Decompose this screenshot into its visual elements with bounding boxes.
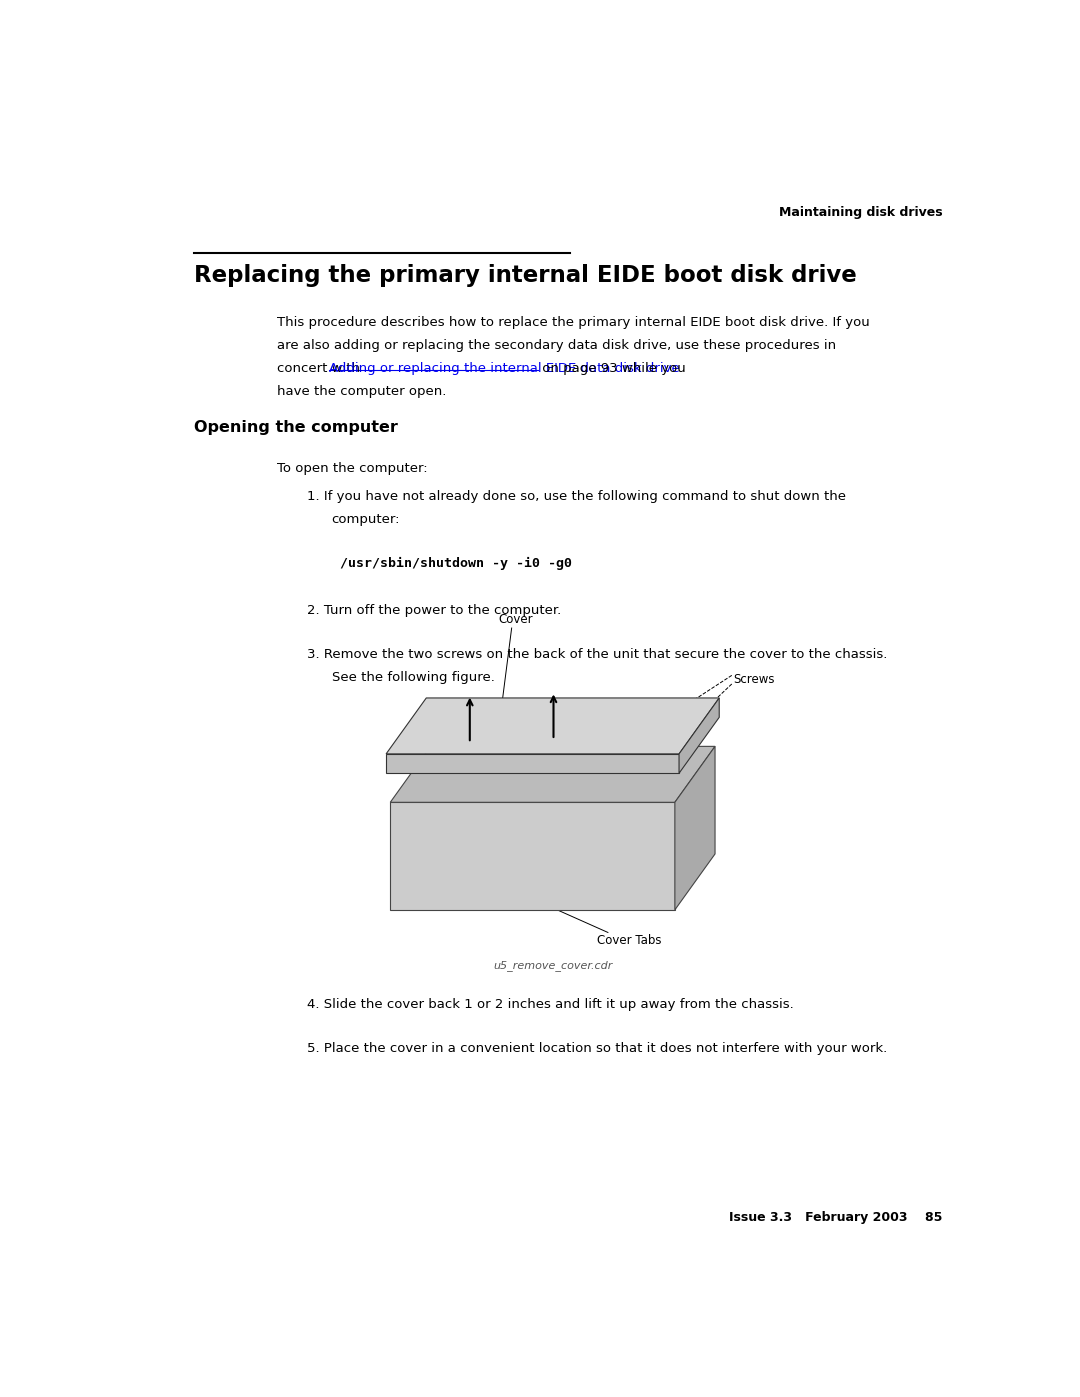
Text: /usr/sbin/shutdown -y -i0 -g0: /usr/sbin/shutdown -y -i0 -g0 xyxy=(340,557,572,570)
Text: are also adding or replacing the secondary data disk drive, use these procedures: are also adding or replacing the seconda… xyxy=(278,339,836,352)
Text: 4. Slide the cover back 1 or 2 inches and lift it up away from the chassis.: 4. Slide the cover back 1 or 2 inches an… xyxy=(307,997,794,1011)
Text: Screws: Screws xyxy=(733,673,775,686)
Polygon shape xyxy=(387,698,719,754)
Text: Adding or replacing the internal EIDE data disk drive: Adding or replacing the internal EIDE da… xyxy=(328,362,679,376)
Polygon shape xyxy=(679,698,719,774)
Text: To open the computer:: To open the computer: xyxy=(278,462,428,475)
Polygon shape xyxy=(387,754,679,774)
Text: Cover: Cover xyxy=(499,613,534,626)
Text: See the following figure.: See the following figure. xyxy=(332,671,495,683)
Text: This procedure describes how to replace the primary internal EIDE boot disk driv: This procedure describes how to replace … xyxy=(278,316,870,330)
Text: 2. Turn off the power to the computer.: 2. Turn off the power to the computer. xyxy=(307,604,561,616)
Polygon shape xyxy=(675,746,715,909)
Text: Issue 3.3   February 2003    85: Issue 3.3 February 2003 85 xyxy=(729,1211,943,1224)
Text: Maintaining disk drives: Maintaining disk drives xyxy=(779,207,943,219)
Text: Opening the computer: Opening the computer xyxy=(193,420,397,436)
Text: 1. If you have not already done so, use the following command to shut down the: 1. If you have not already done so, use … xyxy=(307,490,846,503)
Text: concert with: concert with xyxy=(278,362,365,376)
Text: 3. Remove the two screws on the back of the unit that secure the cover to the ch: 3. Remove the two screws on the back of … xyxy=(307,648,887,661)
Polygon shape xyxy=(390,802,675,909)
Text: Cover Tabs: Cover Tabs xyxy=(596,933,661,947)
Text: Replacing the primary internal EIDE boot disk drive: Replacing the primary internal EIDE boot… xyxy=(193,264,856,288)
Polygon shape xyxy=(390,746,715,802)
Text: 5. Place the cover in a convenient location so that it does not interfere with y: 5. Place the cover in a convenient locat… xyxy=(307,1042,887,1055)
Text: on page 93 while you: on page 93 while you xyxy=(538,362,686,376)
Text: u5_remove_cover.cdr: u5_remove_cover.cdr xyxy=(494,960,613,971)
Text: computer:: computer: xyxy=(332,514,401,527)
Text: have the computer open.: have the computer open. xyxy=(278,386,447,398)
